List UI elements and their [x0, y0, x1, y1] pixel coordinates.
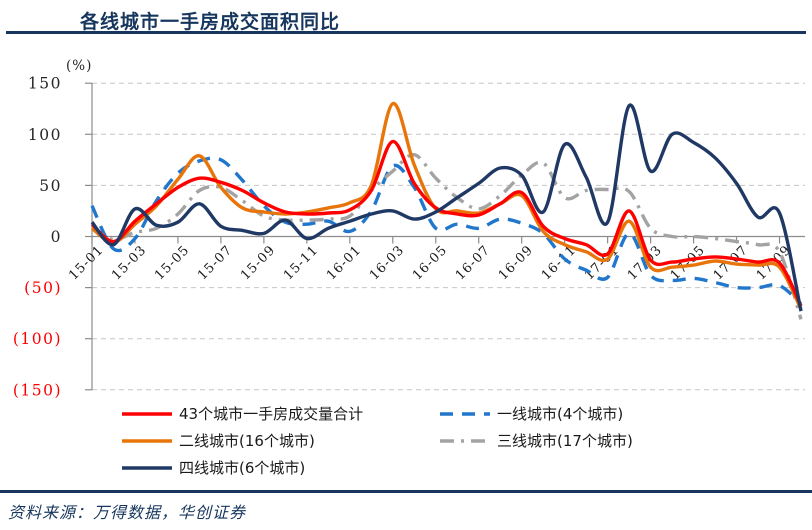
- chart-title: 各线城市一手房成交面积同比: [80, 11, 341, 33]
- y-tick-label: 50: [39, 177, 62, 195]
- x-tick-label: 15-01: [66, 243, 107, 284]
- chart-legend: 43个城市一手房成交量合计 一线城市(4个城市) 二线城市(16个城市) 三线城市(1…: [122, 400, 700, 481]
- legend-item-3: 三线城市(17个城市): [440, 430, 700, 451]
- x-tick-label: 16-09: [496, 243, 537, 284]
- legend-label: 二线城市(16个城市): [179, 432, 315, 450]
- series-line-1: [90, 156, 803, 306]
- legend-item-1: 一线城市(4个城市): [440, 403, 700, 424]
- series-line-0: [90, 139, 803, 307]
- x-tick-label: 16-01: [324, 243, 365, 284]
- x-tick-label: 15-07: [195, 243, 236, 284]
- y-tick-label: (50): [24, 279, 62, 297]
- legend-line-sample: [440, 438, 490, 443]
- legend-item-2: 二线城市(16个城市): [122, 430, 440, 451]
- legend-item-4: 四线城市(6个城市): [122, 457, 440, 478]
- x-tick-label: 15-11: [281, 243, 322, 284]
- x-tick-label: 16-03: [367, 243, 408, 284]
- legend-line-sample: [122, 465, 172, 470]
- y-tick-label: 0: [51, 228, 62, 246]
- footer-rule: [0, 490, 812, 493]
- legend-line-sample: [122, 438, 172, 443]
- y-tick-label: 100: [28, 126, 62, 144]
- y-tick-label: (100): [13, 330, 62, 348]
- title-rule: [6, 31, 806, 34]
- series-line-4: [90, 103, 803, 312]
- source-note: 资料来源：万得数据，华创证券: [8, 503, 247, 522]
- x-tick-label: 16-05: [410, 243, 451, 284]
- y-tick-label: 150: [28, 75, 62, 93]
- series-line-3: [91, 152, 803, 320]
- legend-item-0: 43个城市一手房成交量合计: [122, 403, 440, 424]
- legend-label: 三线城市(17个城市): [497, 432, 633, 450]
- y-axis-unit-label: (%): [66, 58, 92, 74]
- x-tick-label: 15-05: [152, 243, 193, 284]
- legend-line-sample: [122, 411, 172, 416]
- legend-label: 43个城市一手房成交量合计: [179, 405, 364, 423]
- x-tick-label: 15-09: [238, 243, 279, 284]
- legend-line-sample: [440, 411, 490, 416]
- legend-label: 一线城市(4个城市): [497, 405, 624, 423]
- legend-label: 四线城市(6个城市): [179, 459, 306, 477]
- x-tick-label: 16-07: [453, 243, 494, 284]
- y-tick-label: (150): [13, 381, 62, 399]
